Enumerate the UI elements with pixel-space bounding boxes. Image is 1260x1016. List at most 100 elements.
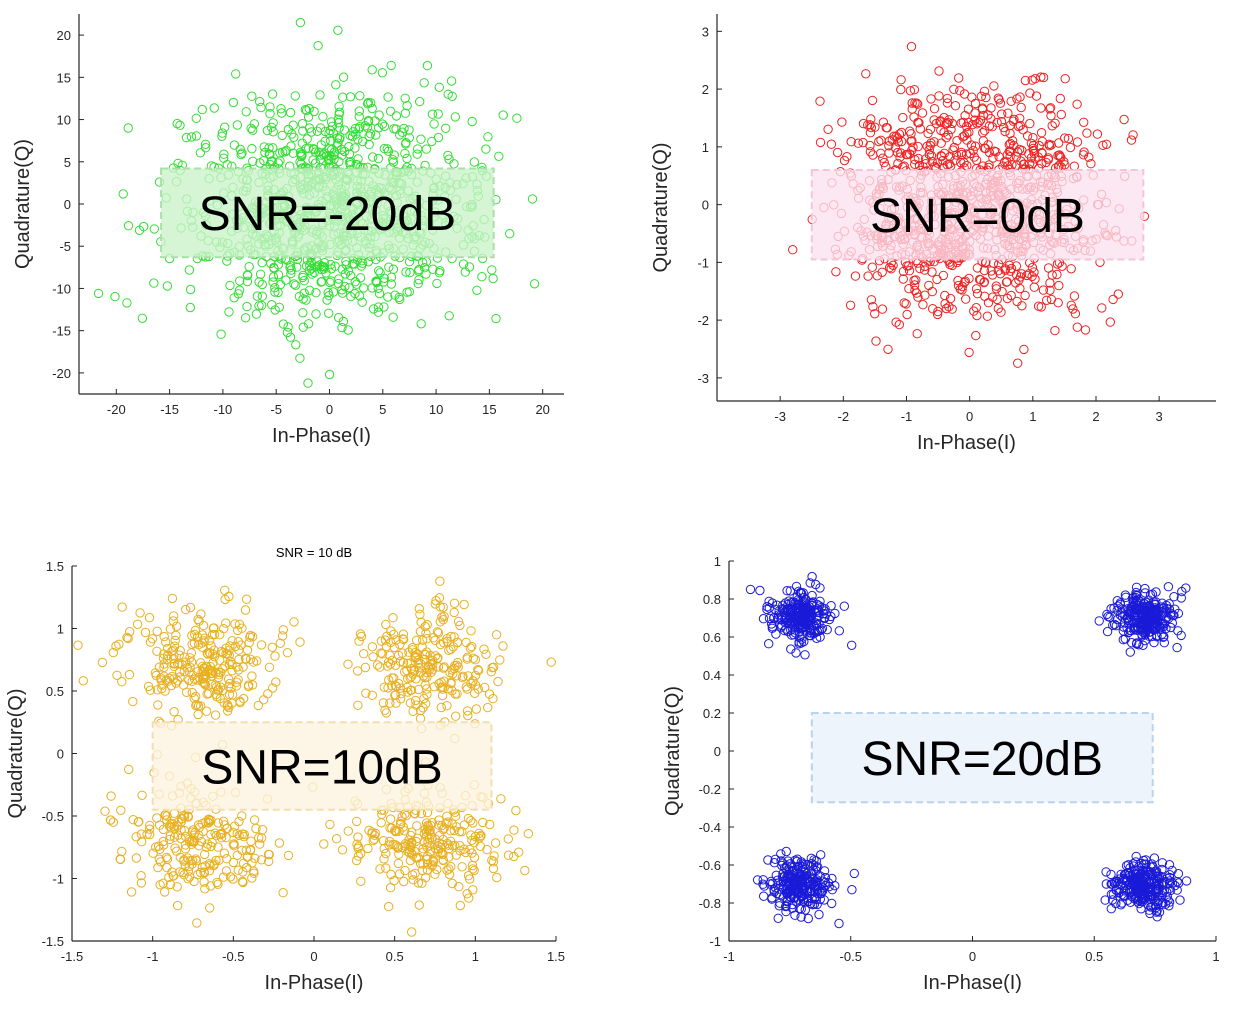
data-point — [278, 319, 289, 329]
data-point — [478, 817, 488, 828]
data-point — [131, 853, 142, 863]
data-point — [354, 112, 364, 122]
data-point — [380, 635, 391, 645]
data-point — [438, 663, 449, 673]
data-point — [1111, 885, 1121, 895]
data-point — [374, 288, 385, 299]
data-point — [1122, 612, 1132, 623]
data-point — [466, 816, 476, 826]
data-point — [1097, 303, 1107, 313]
data-point — [1046, 294, 1057, 305]
data-point — [117, 846, 127, 857]
data-point — [216, 646, 227, 657]
data-point — [902, 309, 912, 320]
data-point — [325, 819, 335, 830]
data-point — [159, 671, 169, 681]
data-point — [932, 274, 942, 285]
data-point — [307, 269, 317, 279]
data-point — [781, 901, 791, 911]
data-point — [295, 637, 305, 647]
data-point — [936, 138, 946, 148]
data-point — [788, 865, 798, 876]
data-point — [1154, 871, 1164, 881]
data-point — [894, 319, 904, 330]
data-point — [395, 683, 406, 693]
data-point — [413, 878, 424, 888]
data-point — [162, 281, 173, 291]
x-axis-label: In-Phase(I) — [923, 972, 1022, 994]
data-point — [1144, 595, 1154, 605]
data-point — [300, 104, 311, 115]
data-point — [1022, 131, 1033, 141]
data-point — [105, 815, 116, 825]
data-point — [1011, 261, 1022, 271]
data-point — [403, 687, 413, 697]
data-point — [446, 678, 456, 689]
x-tick-label: 0.5 — [386, 949, 404, 964]
data-point — [203, 817, 214, 827]
data-point — [1114, 884, 1124, 895]
data-point — [1149, 878, 1159, 888]
data-point — [447, 878, 457, 889]
data-point — [799, 864, 809, 875]
data-point — [403, 839, 413, 850]
data-point — [1116, 869, 1126, 879]
data-point — [1005, 128, 1015, 139]
data-point — [250, 853, 260, 863]
data-point — [489, 851, 499, 861]
data-point — [1079, 117, 1089, 128]
data-point — [356, 261, 367, 271]
y-axis-label: Quadrature(Q) — [650, 142, 672, 272]
data-point — [447, 819, 457, 829]
data-point — [1113, 879, 1123, 889]
data-point — [800, 610, 811, 620]
data-point — [1181, 583, 1191, 593]
data-point — [877, 304, 888, 314]
data-point — [1118, 622, 1129, 632]
y-tick-label: 20 — [57, 28, 71, 43]
data-point — [161, 852, 172, 863]
data-point — [934, 91, 944, 101]
data-point — [225, 872, 236, 882]
data-point — [384, 836, 395, 847]
data-point — [264, 856, 274, 867]
data-point — [1036, 103, 1046, 113]
data-point — [225, 280, 235, 291]
data-point — [901, 299, 911, 309]
data-point — [816, 850, 826, 860]
data-point — [401, 138, 411, 148]
data-point — [494, 151, 504, 162]
data-point — [446, 76, 457, 86]
data-point — [1152, 912, 1162, 922]
data-point — [1132, 875, 1142, 886]
data-point — [390, 690, 400, 700]
data-point — [238, 867, 248, 877]
data-point — [936, 151, 946, 161]
data-point — [368, 652, 378, 662]
data-point — [376, 648, 386, 658]
data-point — [137, 790, 147, 800]
y-tick-label: -3 — [697, 371, 709, 386]
x-tick-label: 20 — [535, 402, 549, 417]
data-point — [179, 855, 189, 865]
data-point — [411, 635, 422, 645]
data-point — [865, 120, 875, 130]
data-point — [196, 609, 206, 619]
data-point — [373, 283, 383, 293]
data-point — [215, 655, 225, 665]
data-point — [866, 114, 876, 124]
data-point — [449, 159, 459, 169]
data-point — [388, 613, 398, 623]
data-point — [309, 267, 319, 278]
data-point — [291, 340, 301, 350]
data-point — [404, 125, 414, 135]
data-point — [229, 293, 239, 303]
data-point — [395, 130, 405, 140]
data-point — [194, 616, 204, 626]
data-point — [800, 650, 810, 660]
data-point — [460, 267, 470, 277]
data-point — [407, 827, 417, 837]
data-point — [950, 101, 961, 111]
data-point — [1148, 893, 1159, 903]
data-point — [913, 141, 923, 152]
